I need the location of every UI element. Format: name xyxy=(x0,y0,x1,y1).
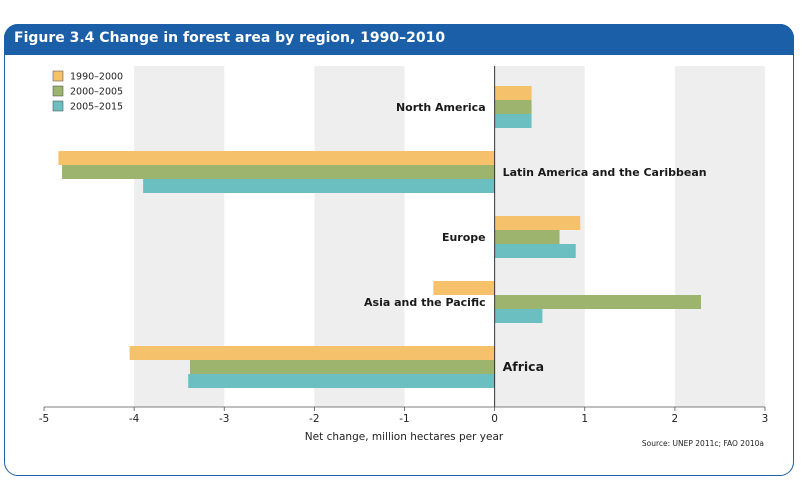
bar xyxy=(494,100,532,114)
category-label: Asia and the Pacific xyxy=(364,296,486,309)
legend-label: 1990–2000 xyxy=(70,72,123,83)
bar xyxy=(494,295,702,309)
bar xyxy=(188,374,495,388)
bar xyxy=(494,230,560,244)
category-label: Africa xyxy=(503,359,544,374)
x-axis-label: Net change, million hectares per year xyxy=(305,431,504,443)
bar xyxy=(433,281,495,295)
x-tick-label: 2 xyxy=(672,413,679,425)
category-label-group: North America Latin America and the Carib… xyxy=(364,101,707,374)
bar xyxy=(129,346,495,360)
legend-label: 2005–2015 xyxy=(70,102,123,113)
legend-swatch xyxy=(52,70,64,82)
source-note: Source: UNEP 2011c; FAO 2010a xyxy=(642,439,764,448)
grid-band xyxy=(674,66,765,407)
bar xyxy=(494,114,532,128)
bar xyxy=(494,86,532,100)
x-tick-label: -4 xyxy=(129,413,140,425)
x-tick-label: -3 xyxy=(219,413,229,425)
bar-group xyxy=(58,86,702,388)
legend-swatch xyxy=(52,100,64,112)
x-tick-label: 0 xyxy=(491,413,498,425)
category-label: Latin America and the Caribbean xyxy=(503,166,707,179)
bar xyxy=(190,360,495,374)
bar xyxy=(494,216,581,230)
x-tick-label: 1 xyxy=(581,413,588,425)
category-label: North America xyxy=(396,101,486,114)
bar xyxy=(143,179,495,193)
bar xyxy=(62,165,495,179)
x-tick-group: -5 -4 -3 -2 -1 0 1 2 3 xyxy=(39,407,769,425)
legend-swatch xyxy=(52,85,64,97)
legend: 1990–2000 2000–2005 2005–2015 xyxy=(52,70,123,113)
category-label: Europe xyxy=(442,231,486,244)
bar xyxy=(494,309,543,323)
x-tick-label: -2 xyxy=(309,413,319,425)
figure-title: Figure 3.4 Change in forest area by regi… xyxy=(14,30,446,46)
title-bar: Figure 3.4 Change in forest area by regi… xyxy=(4,24,794,55)
legend-label: 2000–2005 xyxy=(70,87,123,98)
bar xyxy=(58,151,495,165)
x-tick-label: 3 xyxy=(762,413,769,425)
x-tick-label: -5 xyxy=(39,413,49,425)
bar xyxy=(494,244,576,258)
x-tick-label: -1 xyxy=(399,413,409,425)
